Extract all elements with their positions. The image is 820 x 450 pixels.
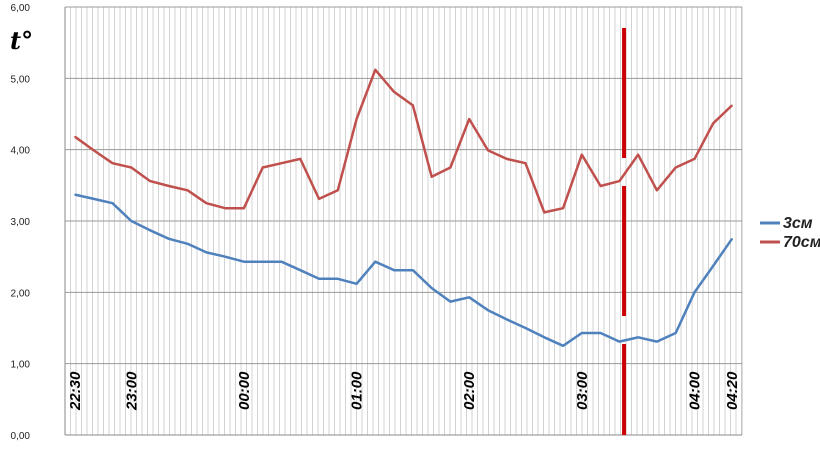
data-point xyxy=(637,153,639,156)
data-point xyxy=(712,122,714,125)
data-point xyxy=(111,162,114,164)
data-point xyxy=(505,318,508,321)
x-tick-label: 00:00 xyxy=(236,371,253,410)
data-point xyxy=(243,207,245,209)
data-point xyxy=(205,251,208,254)
data-point xyxy=(543,211,546,214)
series-lines xyxy=(74,68,734,348)
data-point xyxy=(712,265,714,267)
data-point xyxy=(693,291,696,294)
data-point xyxy=(412,104,414,107)
data-point xyxy=(562,207,564,209)
data-point xyxy=(224,207,226,209)
data-point xyxy=(149,180,151,182)
data-point xyxy=(261,260,264,263)
data-point xyxy=(74,193,76,196)
y-tick-label: 2,00 xyxy=(11,288,31,299)
data-point xyxy=(280,162,283,164)
data-point xyxy=(618,340,621,343)
data-point xyxy=(693,158,696,160)
x-tick-label: 03:00 xyxy=(574,371,591,410)
y-tick-label: 3,00 xyxy=(11,217,31,228)
x-tick-label: 04:00 xyxy=(686,371,703,410)
x-tick-label: 22:30 xyxy=(67,371,84,411)
y-tick-label: 5,00 xyxy=(11,74,31,85)
data-point xyxy=(731,238,733,240)
data-point xyxy=(111,202,114,204)
data-point xyxy=(243,260,245,263)
data-point xyxy=(505,158,508,160)
y-tick-label: 1,00 xyxy=(11,360,31,371)
data-point xyxy=(318,198,320,200)
y-tick-label: 4,00 xyxy=(11,146,31,157)
data-point xyxy=(337,189,339,192)
data-point xyxy=(430,176,433,178)
x-tick-label: 01:00 xyxy=(349,371,366,410)
data-point xyxy=(599,185,602,187)
data-point xyxy=(562,345,564,347)
data-point xyxy=(93,198,95,200)
horizontal-gridlines xyxy=(65,6,742,436)
data-point xyxy=(656,189,658,192)
y-axis-tick-labels: 0,00 1,00 2,00 3,00 4,00 5,00 6,00 xyxy=(11,3,31,442)
y-tick-label: 6,00 xyxy=(11,3,31,14)
data-point xyxy=(543,336,546,339)
data-point xyxy=(93,149,95,152)
data-point xyxy=(130,166,133,169)
data-point xyxy=(449,166,452,169)
data-point xyxy=(280,260,283,263)
x-tick-label: 02:00 xyxy=(461,371,478,410)
data-point xyxy=(487,149,489,152)
data-point xyxy=(355,283,358,285)
data-point xyxy=(524,162,527,164)
legend: 3см 70см xyxy=(760,215,820,251)
x-axis-tick-labels: 22:30 23:00 00:00 01:00 02:00 03:00 04:00 04:20 xyxy=(67,371,741,411)
data-point xyxy=(637,336,639,339)
data-point xyxy=(168,238,170,240)
x-tick-label: 23:00 xyxy=(123,371,140,411)
data-point xyxy=(318,278,320,280)
data-point xyxy=(468,296,471,299)
data-point xyxy=(337,278,339,280)
data-point xyxy=(224,255,226,258)
data-point xyxy=(656,340,658,343)
data-point xyxy=(581,332,583,334)
data-point xyxy=(581,153,583,156)
data-point xyxy=(299,269,302,272)
y-tick-label: 0,00 xyxy=(11,431,31,442)
legend-label: 3см xyxy=(783,215,813,232)
data-point xyxy=(430,287,433,289)
data-point xyxy=(168,185,170,187)
data-point xyxy=(674,166,677,169)
data-point xyxy=(468,118,471,120)
data-point xyxy=(149,229,151,232)
data-point xyxy=(374,260,377,263)
legend-label: 70см xyxy=(783,234,820,251)
data-point xyxy=(487,309,489,312)
data-point xyxy=(261,166,264,169)
data-point xyxy=(374,69,377,71)
data-point xyxy=(299,158,302,160)
data-point xyxy=(731,104,733,107)
data-point xyxy=(130,220,133,222)
data-point xyxy=(74,136,76,138)
data-point xyxy=(674,332,677,334)
data-point xyxy=(186,243,189,245)
data-point xyxy=(618,180,621,182)
y-axis-label: t° xyxy=(10,26,33,55)
data-point xyxy=(205,202,208,204)
data-point xyxy=(186,189,189,192)
series-line-70cm xyxy=(74,68,733,214)
data-point xyxy=(599,332,602,334)
data-point xyxy=(524,327,527,329)
series-line-3cm xyxy=(74,193,734,348)
data-point xyxy=(412,269,414,272)
data-point xyxy=(393,269,395,272)
x-tick-label: 04:20 xyxy=(724,371,741,410)
data-point xyxy=(449,300,452,303)
data-point xyxy=(393,91,395,93)
data-point xyxy=(355,118,358,120)
